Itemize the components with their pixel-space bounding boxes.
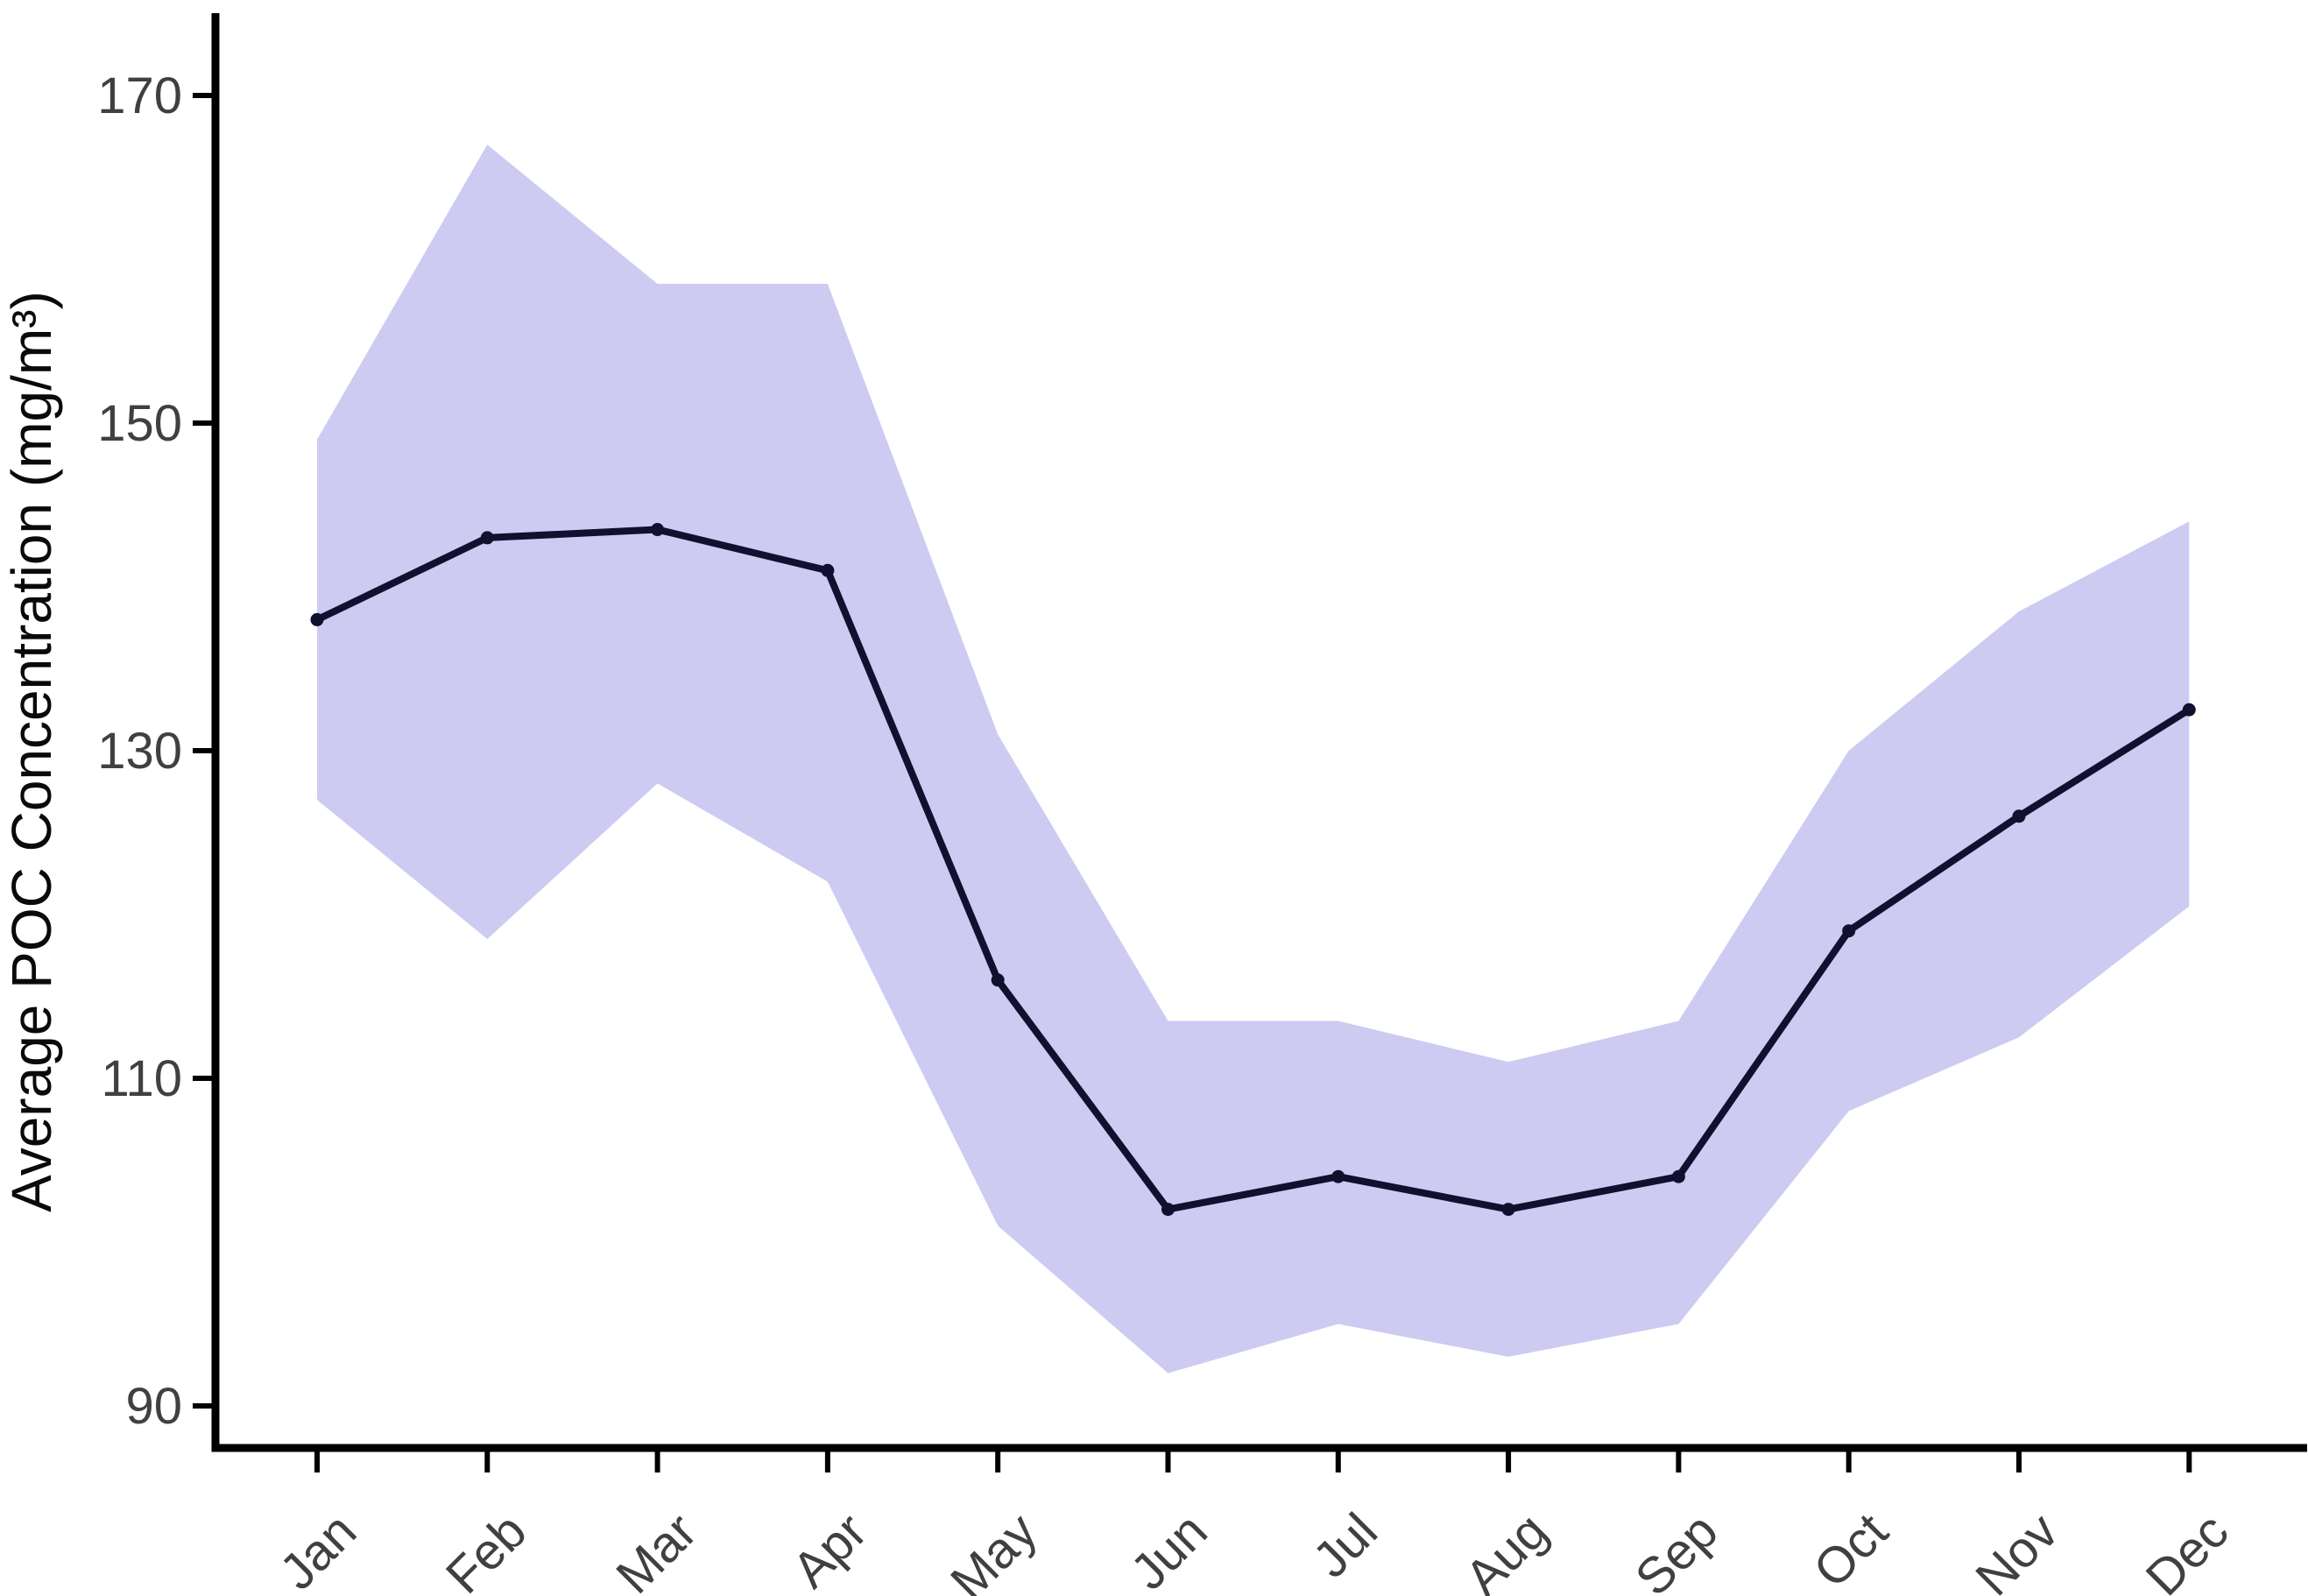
data-point-jan bbox=[310, 612, 324, 626]
y-axis-title: Average POC Concentration (mg/m³) bbox=[0, 291, 63, 1212]
y-tick-label-170: 170 bbox=[97, 67, 182, 124]
data-point-may bbox=[991, 973, 1005, 987]
x-tick-label-nov: Nov bbox=[1965, 1502, 2069, 1596]
data-point-feb bbox=[480, 531, 494, 545]
y-tick-label-130: 130 bbox=[97, 723, 182, 780]
confidence-ribbon bbox=[317, 145, 2190, 1374]
x-tick-label-mar: Mar bbox=[605, 1502, 708, 1596]
x-tick-label-feb: Feb bbox=[435, 1502, 538, 1596]
mean-line bbox=[314, 526, 2193, 1213]
data-point-mar bbox=[651, 523, 665, 537]
y-tick-label-110: 110 bbox=[102, 1050, 182, 1107]
axes-layer bbox=[193, 13, 2307, 1472]
data-point-jul bbox=[1331, 1169, 1345, 1183]
x-tick-label-jan: Jan bbox=[269, 1502, 367, 1596]
y-tick-label-90: 90 bbox=[125, 1378, 182, 1435]
data-point-sep bbox=[1671, 1169, 1685, 1183]
x-tick-label-sep: Sep bbox=[1625, 1502, 1729, 1596]
data-point-oct bbox=[1842, 924, 1856, 938]
x-tick-label-aug: Aug bbox=[1454, 1502, 1558, 1596]
y-tick-label-150: 150 bbox=[97, 395, 182, 452]
data-point-aug bbox=[1501, 1203, 1515, 1217]
data-point-nov bbox=[2012, 809, 2026, 823]
data-point-dec bbox=[2182, 703, 2196, 717]
x-tick-label-jun: Jun bbox=[1120, 1502, 1218, 1596]
x-tick-label-jul: Jul bbox=[1302, 1502, 1388, 1588]
mean-line-layer bbox=[310, 523, 2196, 1217]
x-tick-label-dec: Dec bbox=[2135, 1502, 2240, 1596]
data-point-jun bbox=[1161, 1203, 1175, 1217]
data-point-apr bbox=[821, 563, 835, 577]
x-tick-label-oct: Oct bbox=[1803, 1502, 1899, 1596]
x-tick-label-may: May bbox=[940, 1502, 1048, 1596]
confidence-ribbon-layer bbox=[317, 145, 2190, 1374]
x-tick-label-apr: Apr bbox=[781, 1502, 878, 1596]
